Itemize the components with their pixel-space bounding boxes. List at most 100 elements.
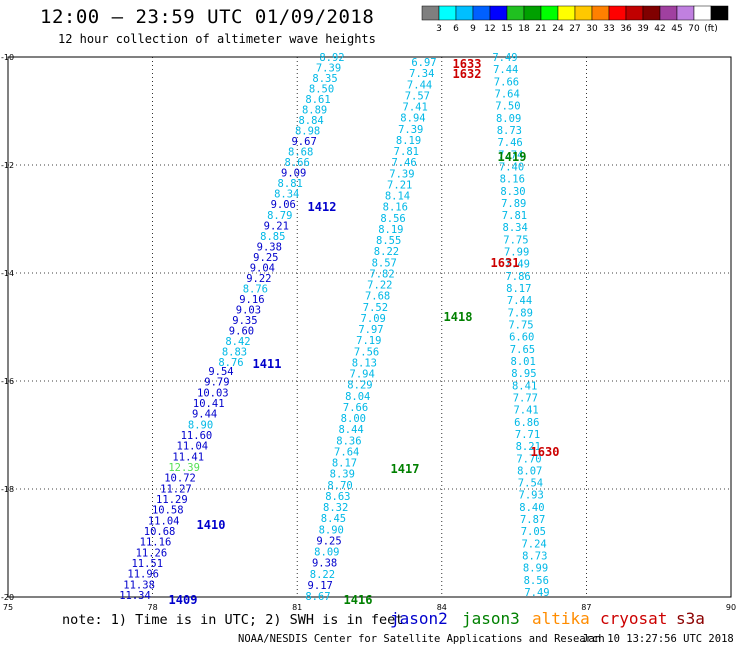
- wave-height-value: 8.56: [524, 575, 549, 587]
- wave-height-value: 7.93: [519, 490, 544, 502]
- wave-height-value: 8.73: [497, 125, 522, 137]
- colorbar-label: 21: [535, 24, 546, 34]
- wave-height-value: 7.41: [403, 102, 428, 114]
- wave-height-value: 8.94: [400, 113, 425, 125]
- wave-height-value: 8.13: [352, 357, 377, 369]
- wave-height-value: 7.65: [510, 344, 535, 356]
- wave-height-value: 7.57: [405, 90, 430, 102]
- wave-height-value: 7.44: [507, 295, 532, 307]
- wave-height-value: 9.35: [232, 315, 257, 327]
- pass-number-label: 1417: [391, 462, 420, 476]
- wave-height-value: 8.84: [298, 115, 323, 127]
- wave-height-value: 11.51: [131, 558, 163, 570]
- wave-height-value: 11.27: [160, 483, 192, 495]
- wave-height-value: 9.17: [308, 580, 333, 592]
- wave-height-value: 9.67: [291, 136, 316, 148]
- wave-height-value: 8.22: [310, 569, 335, 581]
- wave-height-value: 11.29: [156, 494, 188, 506]
- wave-height-value: 8.67: [305, 591, 330, 603]
- wave-height-value: 8.04: [345, 391, 370, 403]
- wave-height-value: 8.30: [500, 186, 525, 198]
- pass-number-label: 1418: [444, 310, 473, 324]
- wave-height-value: 11.34: [119, 590, 151, 602]
- pass-number-label: 1416: [344, 593, 373, 607]
- wave-height-value: 7.89: [501, 198, 526, 210]
- wave-height-value: 7.71: [515, 429, 540, 441]
- colorbar-label: 30: [586, 24, 598, 34]
- wave-height-value: 8.17: [332, 458, 357, 470]
- wave-height-value: 8.92: [319, 52, 344, 64]
- wave-height-value: 7.41: [513, 405, 538, 417]
- wave-height-value: 8.61: [305, 94, 330, 106]
- wave-height-value: 11.04: [177, 441, 209, 453]
- colorbar-swatch: [710, 5, 729, 21]
- colorbar-label: 3: [436, 24, 442, 34]
- lat-label: -14: [1, 269, 14, 278]
- colorbar-label: 15: [501, 24, 512, 34]
- wave-height-value: 8.16: [500, 174, 525, 186]
- wave-height-value: 8.19: [378, 224, 403, 236]
- wave-height-value: 7.56: [354, 346, 379, 358]
- wave-height-value: 8.00: [341, 413, 366, 425]
- wave-height-value: 7.54: [518, 478, 543, 490]
- wave-height-value: 7.22: [367, 280, 392, 292]
- wave-height-value: 7.75: [508, 320, 533, 332]
- wave-height-value: 8.98: [295, 126, 320, 138]
- wave-height-value: 8.76: [218, 357, 243, 369]
- wave-height-value: 6.97: [411, 57, 436, 69]
- lon-label: 81: [292, 603, 302, 612]
- lat-label: -18: [1, 485, 14, 494]
- wave-height-value: 7.70: [516, 453, 541, 465]
- pass-number-label: 1632: [453, 67, 482, 81]
- wave-height-value: 8.22: [374, 246, 399, 258]
- pass-number-label: 1419: [498, 150, 527, 164]
- wave-height-value: 7.94: [350, 369, 375, 381]
- wave-height-value: 9.16: [239, 294, 264, 306]
- pass-number-label: 1630: [531, 445, 560, 459]
- colorbar-label: 18: [518, 24, 530, 34]
- wave-height-value: 7.50: [495, 101, 520, 113]
- wave-height-value: 7.44: [493, 64, 518, 76]
- wave-height-value: 9.21: [264, 220, 289, 232]
- footnote: note: 1) Time is in UTC; 2) SWH is in fe…: [62, 612, 404, 628]
- wave-height-value: 8.40: [519, 502, 544, 514]
- lon-label: 75: [3, 603, 13, 612]
- wave-height-value: 6.60: [509, 332, 534, 344]
- colorbar-swatch: [438, 5, 457, 21]
- wave-height-value: 7.64: [495, 88, 520, 100]
- wave-height-value: 8.09: [496, 113, 521, 125]
- wave-height-value: 7.34: [409, 68, 434, 80]
- wave-height-value: 10.68: [144, 526, 176, 538]
- colorbar-swatch: [506, 5, 525, 21]
- wave-height-value: 9.44: [192, 409, 217, 421]
- wave-height-value: 7.49: [505, 259, 530, 271]
- wave-height-value: 8.76: [243, 283, 268, 295]
- wave-height-value: 7.68: [365, 291, 390, 303]
- colorbar-swatch: [676, 5, 695, 21]
- wave-height-value: 7.74: [498, 149, 523, 161]
- wave-height-value: 7.82: [369, 268, 394, 280]
- pass-number-label: 1412: [308, 200, 337, 214]
- wave-height-value: 8.21: [516, 441, 541, 453]
- wave-height-value: 8.01: [511, 356, 536, 368]
- colorbar-swatch: [574, 5, 593, 21]
- wave-height-value: 7.46: [497, 137, 522, 149]
- lon-label: 78: [148, 603, 158, 612]
- wave-height-value: 7.19: [356, 335, 381, 347]
- wave-height-value: 7.40: [499, 161, 524, 173]
- pass-number-label: 1631: [491, 256, 520, 270]
- wave-height-value: 8.36: [336, 435, 361, 447]
- timestamp: Jan 10 13:27:56 UTC 2018: [582, 633, 734, 645]
- wave-height-value: 8.50: [309, 84, 334, 96]
- legend-s3a: s3a: [676, 609, 705, 628]
- wave-height-value: 8.29: [347, 380, 372, 392]
- wave-height-value: 8.42: [225, 336, 250, 348]
- colorbar-label: 6: [453, 24, 459, 34]
- legend-jason2: jason2: [390, 609, 448, 628]
- wave-height-value: 8.90: [188, 419, 213, 431]
- wave-height-value: 7.64: [334, 446, 359, 458]
- colorbar-swatch: [693, 5, 712, 21]
- wave-height-value: 7.21: [387, 179, 412, 191]
- wave-height-value: 7.44: [407, 79, 432, 91]
